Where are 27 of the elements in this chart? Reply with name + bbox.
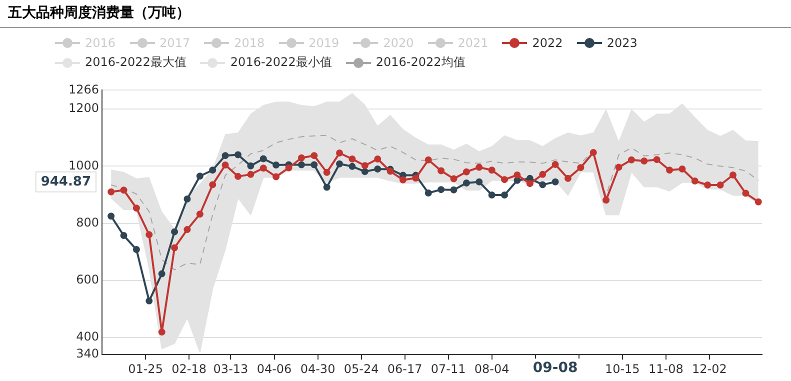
x-tick-label: 08-04 [474, 362, 510, 376]
legend-label: 2023 [606, 36, 638, 50]
legend-label: 2016-2022最大值 [85, 54, 186, 71]
y-tick-label: 400 [76, 330, 99, 344]
y-tick-label: 1000 [68, 158, 99, 172]
x-tick-label: 04-06 [256, 362, 292, 376]
y-tick-label: 600 [76, 272, 99, 286]
x-tick-label: 03-13 [213, 362, 248, 376]
x-tick-label: 01-25 [128, 362, 163, 376]
x-tick-label: 10-15 [604, 362, 640, 376]
legend-label: 2016-2022最小值 [230, 54, 332, 71]
chart-title: 五大品种周度消费量（万吨） [0, 0, 791, 28]
text: 09-08 [532, 360, 578, 376]
y-tick-label: 800 [76, 215, 99, 230]
y-tick-label: 340 [76, 346, 99, 361]
text: 944.87 [40, 174, 92, 190]
legend-label: 2016-2022均值 [376, 54, 466, 71]
x-tick-label: 11-08 [648, 362, 684, 376]
x-tick-label: 07-11 [430, 362, 466, 376]
x-tick-label: 05-24 [344, 362, 379, 376]
legend-label: 2022 [532, 36, 563, 50]
x-tick-label: 06-17 [387, 362, 422, 376]
y-tick-label: 1266 [68, 82, 99, 96]
x-tick-label: 12-02 [692, 362, 727, 376]
x-tick-label: 02-18 [172, 362, 206, 376]
x-tick-label: 04-30 [300, 362, 336, 376]
y-tick-label: 1200 [68, 101, 99, 116]
